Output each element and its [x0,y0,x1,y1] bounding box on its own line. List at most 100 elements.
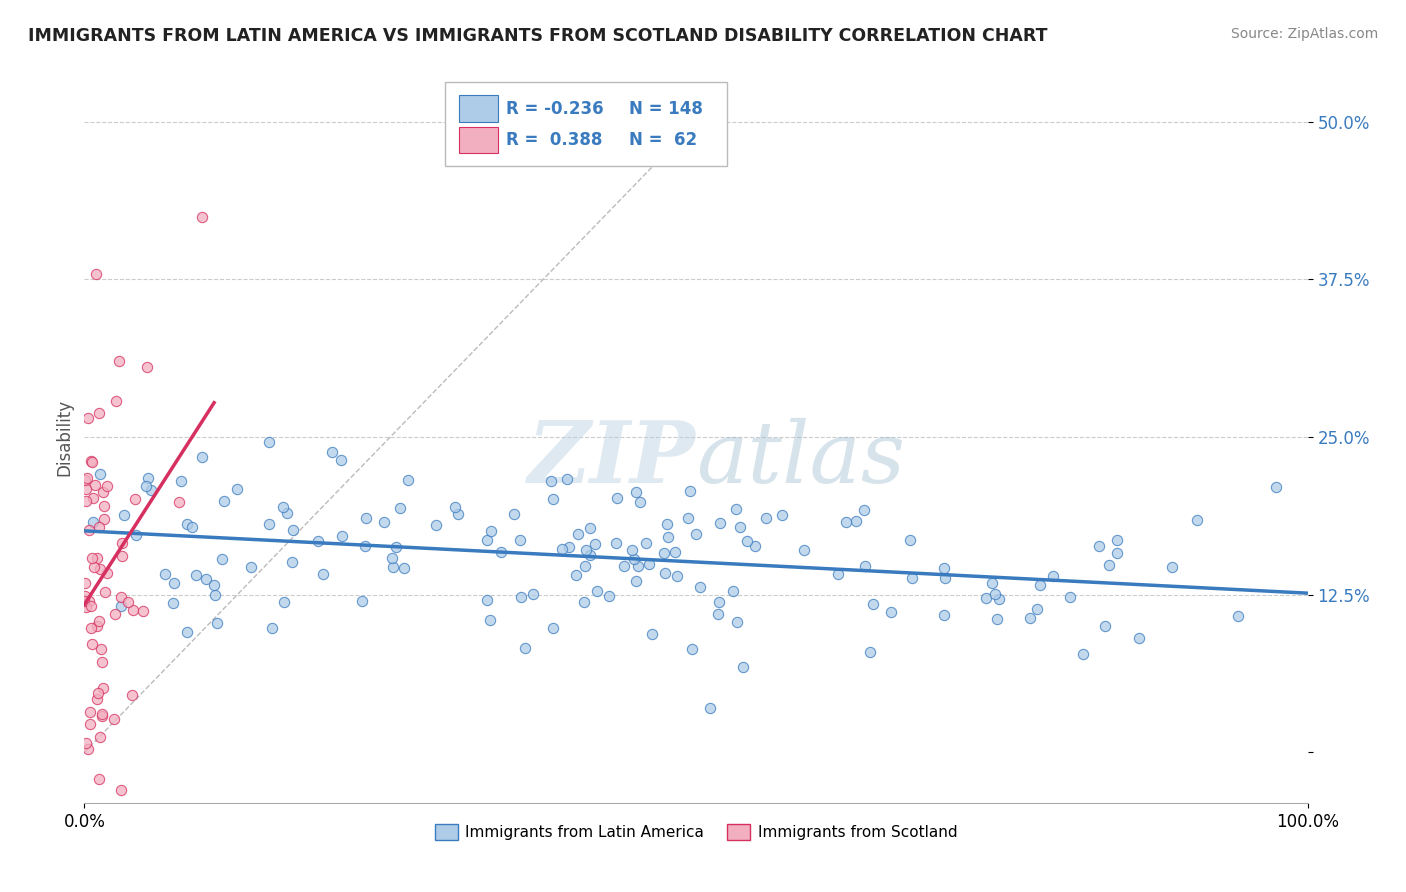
Point [1025,602,1047,616]
FancyBboxPatch shape [458,127,498,153]
Point [84,267,107,281]
Point [307,533,329,548]
Point [110,590,132,604]
Point [880,605,903,619]
Point [664,545,686,559]
Point [86,692,108,706]
Point [211,552,233,566]
Point [75,599,97,614]
Point [87,406,110,420]
Point [621,542,644,557]
Point [1042,569,1064,583]
Point [1265,480,1288,494]
Point [136,470,159,484]
Point [110,599,132,614]
Point [205,616,228,631]
Point [87,519,110,533]
Point [932,608,955,623]
Point [83,560,105,574]
Point [91,681,114,695]
FancyBboxPatch shape [446,82,727,167]
Point [191,211,214,225]
Point [124,492,146,507]
Point [273,594,295,608]
Point [373,515,395,529]
Point [624,485,647,500]
Point [1094,619,1116,633]
Point [477,533,499,547]
Point [276,506,298,520]
Point [89,562,111,576]
Point [652,546,675,560]
Point [685,527,707,541]
Point [574,595,596,609]
Point [91,706,114,721]
Point [605,491,627,505]
Point [112,508,135,522]
Point [163,575,186,590]
Point [388,500,411,515]
Point [725,501,748,516]
Point [257,517,280,532]
Point [90,708,112,723]
Point [204,588,226,602]
Point [86,551,108,566]
Point [384,540,406,554]
Point [86,618,108,632]
Point [578,521,600,535]
Point [567,527,589,541]
Point [111,536,134,550]
Point [699,701,721,715]
Point [271,500,294,515]
Point [503,507,526,521]
Text: atlas: atlas [696,417,905,500]
Point [678,511,700,525]
Point [79,594,101,608]
Point [898,533,921,548]
Point [184,568,207,582]
Point [162,596,184,610]
Point [76,471,98,485]
Text: N = 148: N = 148 [628,100,703,118]
Point [117,595,139,609]
Point [586,584,609,599]
Point [226,482,249,496]
Point [574,559,596,574]
Point [613,559,636,574]
Point [737,534,759,549]
Point [125,528,148,542]
Point [91,484,114,499]
Point [657,530,679,544]
Point [87,686,110,700]
Point [75,493,97,508]
Point [477,593,499,607]
Point [195,572,218,586]
Point [654,566,676,580]
Point [1227,608,1250,623]
Point [108,354,131,368]
Point [932,560,955,574]
Point [80,454,103,468]
Point [541,491,564,506]
Point [900,571,922,585]
Point [89,730,111,744]
Point [73,589,96,603]
Point [87,614,110,628]
Point [551,541,574,556]
Point [121,688,143,702]
Point [93,499,115,513]
Text: Source: ZipAtlas.com: Source: ZipAtlas.com [1230,27,1378,41]
Point [489,545,512,559]
Point [728,520,751,534]
Point [540,474,562,488]
Point [96,566,118,580]
Text: N =  62: N = 62 [628,131,697,149]
Point [623,551,645,566]
Point [89,467,111,481]
Text: IMMIGRANTS FROM LATIN AMERICA VS IMMIGRANTS FROM SCOTLAND DISABILITY CORRELATION: IMMIGRANTS FROM LATIN AMERICA VS IMMIGRA… [28,27,1047,45]
Point [167,495,190,509]
Point [479,613,502,627]
Point [90,641,112,656]
Point [555,472,578,486]
Point [605,536,627,550]
